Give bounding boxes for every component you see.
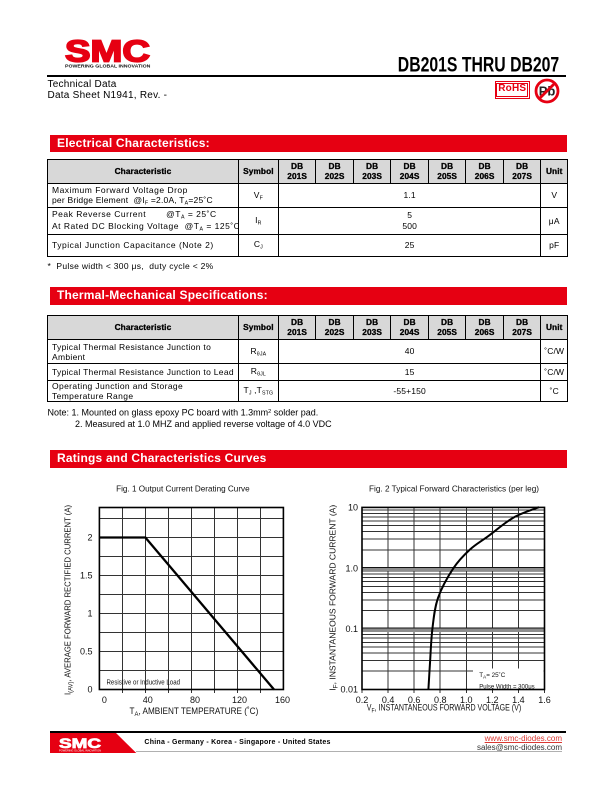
- svg-text:POWERING GLOBAL INNOVATION: POWERING GLOBAL INNOVATION: [59, 748, 101, 752]
- svg-text:Resistive or Inductive Load: Resistive or Inductive Load: [107, 679, 181, 686]
- svg-text:40: 40: [143, 695, 153, 705]
- svg-text:TA, AMBIENT TEMPERATURE (˚C): TA, AMBIENT TEMPERATURE (˚C): [130, 706, 259, 718]
- svg-text:10: 10: [348, 503, 358, 513]
- svg-text:1.0: 1.0: [460, 695, 473, 705]
- svg-text:1.5: 1.5: [80, 571, 93, 581]
- svg-text:0.8: 0.8: [434, 695, 447, 705]
- svg-text:SMC: SMC: [65, 34, 150, 69]
- svg-text:2: 2: [87, 533, 92, 543]
- svg-text:0.5: 0.5: [80, 647, 93, 657]
- svg-text:0.4: 0.4: [382, 695, 395, 705]
- svg-text:1: 1: [87, 609, 92, 619]
- svg-text:1.2: 1.2: [486, 695, 499, 705]
- svg-text:1.4: 1.4: [512, 695, 525, 705]
- svg-text:0.01: 0.01: [340, 685, 358, 695]
- svg-text:1.0: 1.0: [345, 563, 358, 573]
- svg-text:POWERING GLOBAL INNOVATION: POWERING GLOBAL INNOVATION: [65, 63, 151, 69]
- svg-text:0: 0: [102, 695, 107, 705]
- svg-text:Fig. 2 Typical Forward Charact: Fig. 2 Typical Forward Characteristics (…: [369, 484, 539, 494]
- svg-text:0.6: 0.6: [408, 695, 421, 705]
- svg-text:IF, INSTANTANEOUS FORWARD CURR: IF, INSTANTANEOUS FORWARD CURRENT (A): [328, 505, 340, 691]
- svg-text:0: 0: [87, 685, 92, 695]
- svg-text:SMC: SMC: [59, 736, 101, 751]
- svg-text:160: 160: [275, 695, 290, 705]
- svg-text:I(AV), AVERAGE FORWARD RECTIFI: I(AV), AVERAGE FORWARD RECTIFIED CURRENT…: [63, 505, 75, 695]
- svg-text:0.1: 0.1: [345, 624, 358, 634]
- svg-text:Fig. 1 Output Current Deratin: Fig. 1 Output Current Derating Curve: [116, 484, 250, 494]
- svg-text:0.2: 0.2: [356, 695, 369, 705]
- svg-text:1.6: 1.6: [538, 695, 551, 705]
- svg-text:80: 80: [190, 695, 200, 705]
- svg-text:Pulse Width = 300μs: Pulse Width = 300μs: [479, 684, 535, 691]
- svg-text:VF, INSTANTANEOUS FORWARD VOLT: VF, INSTANTANEOUS FORWARD VOLTAGE (V): [367, 703, 521, 715]
- svg-text:TA= 25˚C: TA= 25˚C: [479, 671, 506, 680]
- svg-text:120: 120: [232, 695, 247, 705]
- svg-text:DB201S THRU DB207: DB201S THRU DB207: [398, 51, 559, 76]
